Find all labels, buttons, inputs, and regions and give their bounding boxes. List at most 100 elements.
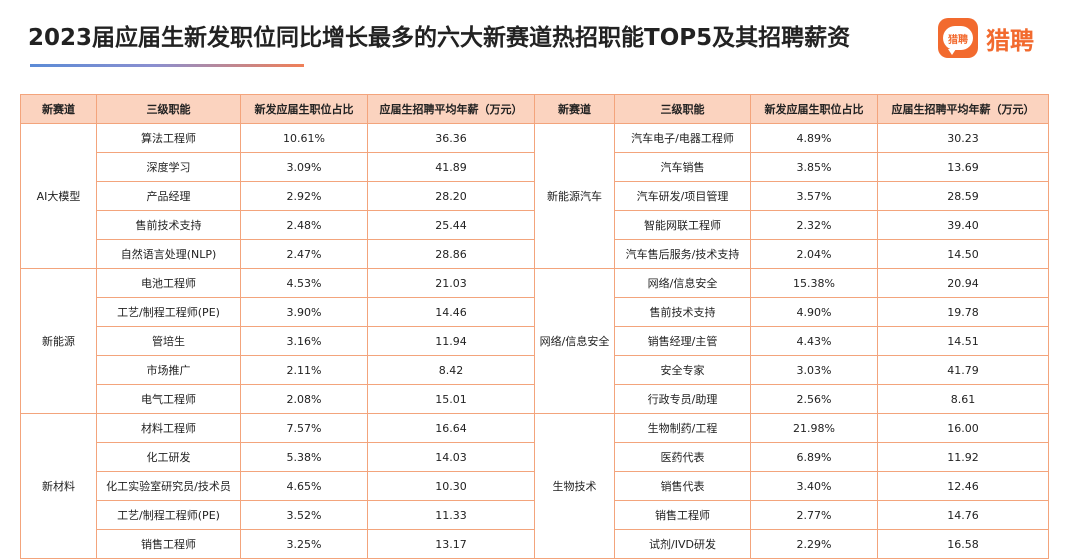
role-cell: 工艺/制程工程师(PE) [96, 297, 241, 327]
role-cell: 销售经理/主管 [614, 326, 751, 356]
share-cell: 2.47% [240, 239, 368, 269]
role-cell: 产品经理 [96, 181, 241, 211]
track-name-cell: 生物技术 [534, 413, 615, 559]
salary-cell: 8.61 [877, 384, 1049, 414]
track-name-cell: 新能源汽车 [534, 123, 615, 269]
share-cell: 2.92% [240, 181, 368, 211]
header-cell: 三级职能 [96, 94, 241, 124]
salary-cell: 14.76 [877, 500, 1049, 530]
share-cell: 10.61% [240, 123, 368, 153]
share-cell: 2.48% [240, 210, 368, 240]
salary-cell: 15.01 [367, 384, 535, 414]
role-cell: 化工实验室研究员/技术员 [96, 471, 241, 501]
share-cell: 4.43% [750, 326, 878, 356]
track-name-cell: 新材料 [20, 413, 97, 559]
salary-cell: 14.51 [877, 326, 1049, 356]
role-cell: 售前技术支持 [96, 210, 241, 240]
role-cell: 深度学习 [96, 152, 241, 182]
role-cell: 行政专员/助理 [614, 384, 751, 414]
table-row: 工艺/制程工程师(PE) 3.52% 11.33 销售工程师 2.77% 14.76 [21, 500, 1049, 530]
table-row: AI大模型 算法工程师 10.61% 36.36 新能源汽车 汽车电子/电器工程师 4.89… [20, 123, 1049, 269]
salary-cell: 28.86 [367, 239, 535, 269]
table-row: 售前技术支持 2.48% 25.44 智能网联工程师 2.32% 39.40 [21, 210, 1049, 240]
logo-text: 猎聘 [986, 26, 1034, 55]
role-cell: 化工研发 [96, 442, 241, 472]
role-cell: 销售工程师 [614, 500, 751, 530]
table-row: 化工实验室研究员/技术员 4.65% 10.30 销售代表 3.40% 12.46 [21, 471, 1049, 501]
salary-cell: 39.40 [877, 210, 1049, 240]
role-cell: 算法工程师 [96, 123, 241, 153]
share-cell: 3.57% [750, 181, 878, 211]
salary-cell: 14.50 [877, 239, 1049, 269]
salary-cell: 11.33 [367, 500, 535, 530]
share-cell: 7.57% [240, 413, 368, 443]
table-row: 产品经理 2.92% 28.20 汽车研发/项目管理 3.57% 28.59 [21, 181, 1049, 211]
salary-cell: 13.17 [367, 529, 535, 559]
salary-cell: 12.46 [877, 471, 1049, 501]
salary-cell: 16.00 [877, 413, 1049, 443]
salary-table: 新赛道 三级职能 新发应届生职位占比 应届生招聘平均年薪（万元） 新赛道 三级职… [20, 94, 1049, 559]
role-cell: 智能网联工程师 [614, 210, 751, 240]
share-cell: 2.77% [750, 500, 878, 530]
role-cell: 医药代表 [614, 442, 751, 472]
share-cell: 3.16% [240, 326, 368, 356]
header-cell: 应届生招聘平均年薪（万元） [877, 94, 1049, 124]
salary-cell: 16.64 [367, 413, 535, 443]
share-cell: 3.52% [240, 500, 368, 530]
role-cell: 工艺/制程工程师(PE) [96, 500, 241, 530]
table-row: 新材料 材料工程师 7.57% 16.64 生物技术 生物制药/工程 21.98% 16.00 [20, 413, 1049, 559]
page-title: 2023届应届生新发职位同比增长最多的六大新赛道热招职能TOP5及其招聘薪资 [28, 25, 851, 51]
role-cell: 汽车销售 [614, 152, 751, 182]
role-cell: 汽车电子/电器工程师 [614, 123, 751, 153]
header-cell: 新发应届生职位占比 [240, 94, 368, 124]
table-row: 深度学习 3.09% 41.89 汽车销售 3.85% 13.69 [21, 152, 1049, 182]
role-cell: 材料工程师 [96, 413, 241, 443]
share-cell: 3.90% [240, 297, 368, 327]
salary-cell: 19.78 [877, 297, 1049, 327]
share-cell: 2.29% [750, 529, 878, 559]
share-cell: 5.38% [240, 442, 368, 472]
role-cell: 汽车售后服务/技术支持 [614, 239, 751, 269]
salary-cell: 16.58 [877, 529, 1049, 559]
share-cell: 2.08% [240, 384, 368, 414]
salary-cell: 30.23 [877, 123, 1049, 153]
share-cell: 15.38% [750, 268, 878, 298]
header-cell: 应届生招聘平均年薪（万元） [367, 94, 535, 124]
role-cell: 市场推广 [96, 355, 241, 385]
salary-cell: 8.42 [367, 355, 535, 385]
title-underline [30, 64, 304, 67]
role-cell: 试剂/IVD研发 [614, 529, 751, 559]
header-cell: 新赛道 [20, 94, 97, 124]
share-cell: 4.89% [750, 123, 878, 153]
share-cell: 4.53% [240, 268, 368, 298]
track-name-cell: AI大模型 [20, 123, 97, 269]
share-cell: 2.11% [240, 355, 368, 385]
role-cell: 安全专家 [614, 355, 751, 385]
table-row: 自然语言处理(NLP) 2.47% 28.86 汽车售后服务/技术支持 2.04% 14.… [21, 239, 1049, 269]
share-cell: 3.85% [750, 152, 878, 182]
salary-cell: 20.94 [877, 268, 1049, 298]
share-cell: 4.90% [750, 297, 878, 327]
share-cell: 3.25% [240, 529, 368, 559]
salary-cell: 41.79 [877, 355, 1049, 385]
share-cell: 2.32% [750, 210, 878, 240]
salary-cell: 10.30 [367, 471, 535, 501]
role-cell: 网络/信息安全 [614, 268, 751, 298]
table-row: 工艺/制程工程师(PE) 3.90% 14.46 售前技术支持 4.90% 19.78 [21, 297, 1049, 327]
share-cell: 2.04% [750, 239, 878, 269]
table-body: AI大模型 算法工程师 10.61% 36.36 新能源汽车 汽车电子/电器工程师 4.89… [20, 123, 1049, 559]
share-cell: 21.98% [750, 413, 878, 443]
track-name-cell: 网络/信息安全 [534, 268, 615, 414]
role-cell: 电池工程师 [96, 268, 241, 298]
role-cell: 销售代表 [614, 471, 751, 501]
role-cell: 生物制药/工程 [614, 413, 751, 443]
table-row: 新能源 电池工程师 4.53% 21.03 网络/信息安全 网络/信息安全 15.38% 20… [20, 268, 1049, 414]
share-cell: 3.40% [750, 471, 878, 501]
header-cell: 三级职能 [614, 94, 751, 124]
role-cell: 汽车研发/项目管理 [614, 181, 751, 211]
share-cell: 6.89% [750, 442, 878, 472]
liepin-logo: 猎聘 猎聘 [938, 16, 1034, 60]
role-cell: 自然语言处理(NLP) [96, 239, 241, 269]
header-cell: 新发应届生职位占比 [750, 94, 878, 124]
table-row: 化工研发 5.38% 14.03 医药代表 6.89% 11.92 [21, 442, 1049, 472]
